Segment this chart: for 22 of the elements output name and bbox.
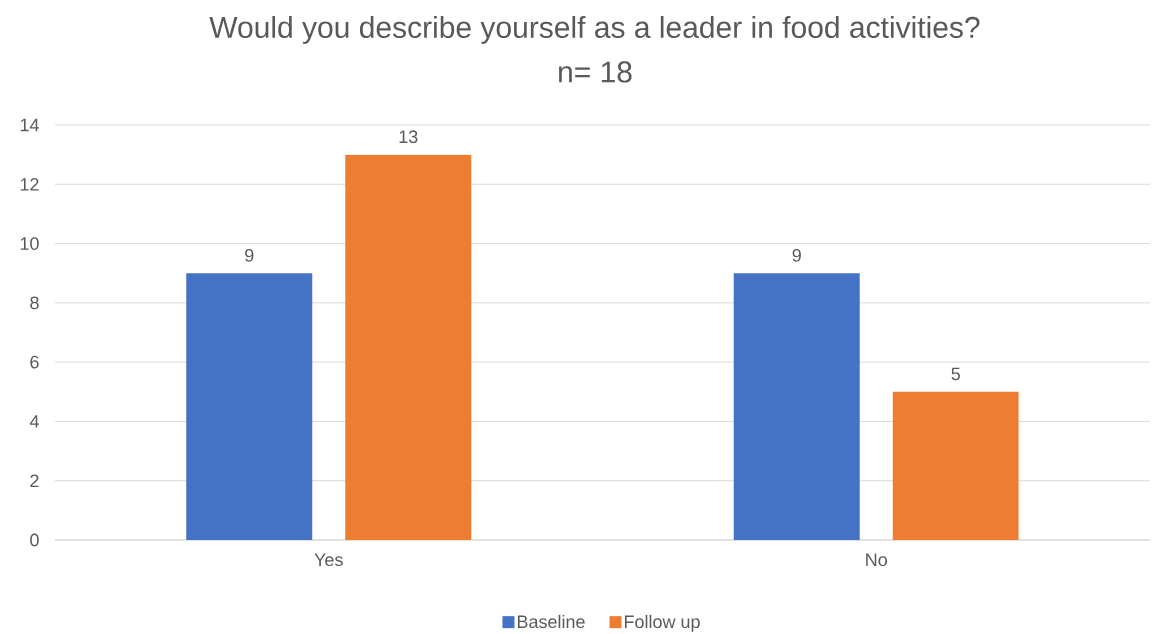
y-tick-label: 6 [30, 355, 39, 369]
data-label: 9 [792, 248, 801, 262]
x-tick-label: No [866, 553, 887, 567]
bar [733, 273, 860, 540]
bar [186, 273, 313, 540]
y-tick-label: 10 [20, 237, 39, 250]
chart-subtitle: n= 18 [559, 61, 632, 83]
data-label: 9 [245, 248, 254, 262]
y-tick-label: 0 [30, 533, 39, 547]
y-tick-label: 8 [30, 296, 39, 310]
bar [345, 154, 472, 540]
bar [892, 391, 1019, 540]
legend-label: Baseline [517, 614, 585, 629]
y-tick-label: 12 [20, 177, 39, 191]
chart-title: Would you describe yourself as a leader in food activities? [209, 16, 980, 44]
legend-label: Follow up [624, 614, 700, 632]
y-tick-label: 2 [30, 474, 39, 487]
x-tick-label: Yes [314, 553, 343, 567]
y-tick-label: 14 [20, 118, 39, 132]
data-label: 5 [951, 367, 960, 381]
y-tick-label: 4 [29, 415, 39, 428]
data-label: 13 [399, 130, 418, 144]
